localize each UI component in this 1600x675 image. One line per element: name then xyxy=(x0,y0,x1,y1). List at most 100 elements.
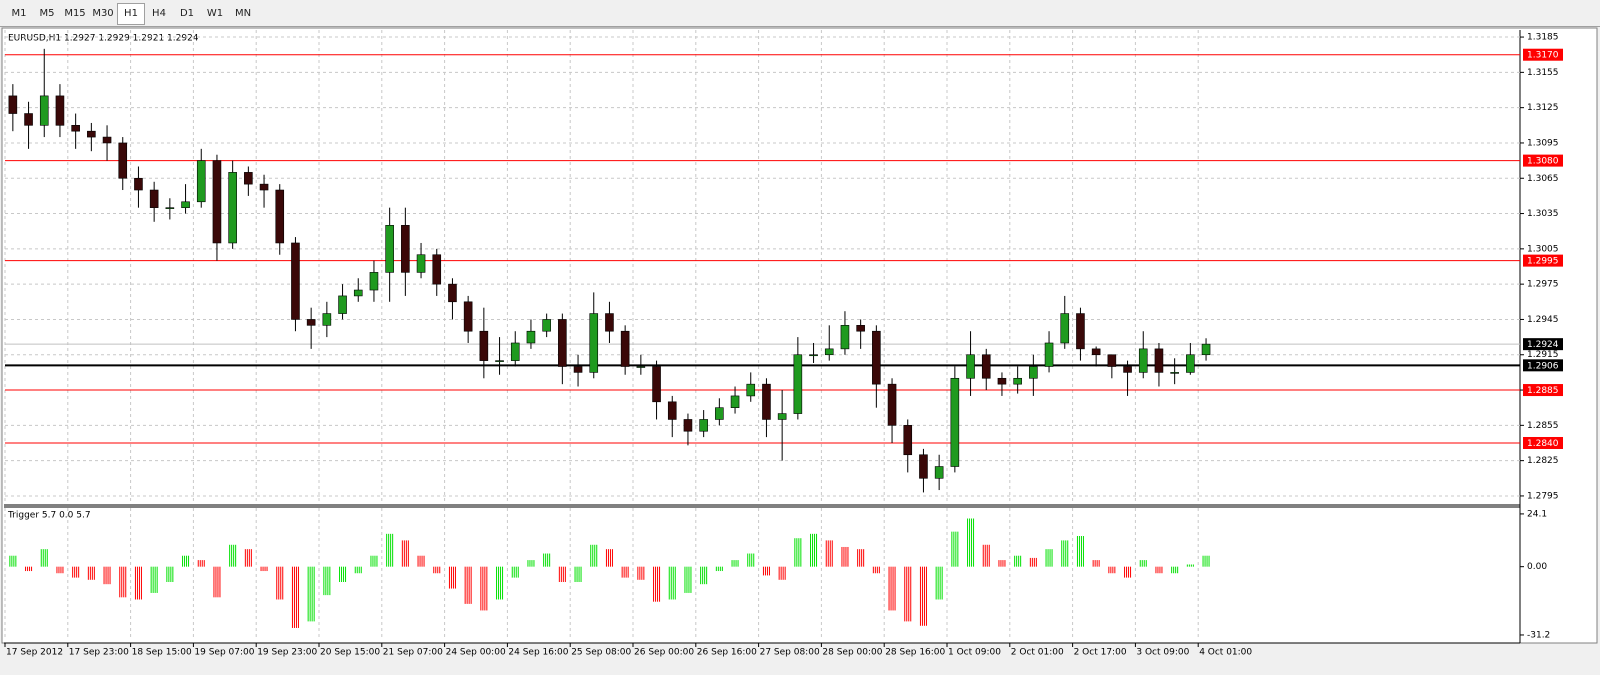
candle-body xyxy=(291,242,300,320)
candle-body xyxy=(589,313,599,373)
candle-body xyxy=(118,142,128,179)
candle-body xyxy=(71,125,80,132)
candle-body xyxy=(824,348,834,356)
candle-body xyxy=(495,360,504,362)
candle-body xyxy=(228,172,237,244)
candle-body xyxy=(950,377,960,467)
candle-body xyxy=(542,319,551,332)
price-level-label: 1.2906 xyxy=(1527,361,1559,371)
timeframe-tab[interactable]: M30 xyxy=(92,8,114,19)
price-level-label: 1.2924 xyxy=(1527,340,1559,350)
candle-body xyxy=(463,301,473,332)
x-tick-label: 19 Sep 07:00 xyxy=(194,648,254,658)
y-tick-label: 1.2795 xyxy=(1527,491,1559,501)
candle-body xyxy=(1044,342,1054,367)
candle-body xyxy=(275,189,285,244)
price-level-box xyxy=(1523,154,1563,167)
timeframe-tab[interactable]: D1 xyxy=(179,8,195,19)
candle-body xyxy=(981,354,991,379)
y-tick-label: 1.3155 xyxy=(1527,68,1559,78)
candle-body xyxy=(652,366,661,403)
candle-body xyxy=(746,383,756,397)
candle-body xyxy=(919,454,928,479)
candle-body xyxy=(715,407,724,420)
candle-body xyxy=(385,225,394,273)
x-tick-label: 2 Oct 17:00 xyxy=(1074,648,1127,658)
candle-body xyxy=(762,383,771,420)
candle-body xyxy=(1123,366,1132,373)
candle-body xyxy=(8,95,18,114)
y-tick-label: 1.3065 xyxy=(1527,174,1559,184)
candle-body xyxy=(1138,348,1148,373)
x-tick-label: 24 Sep 00:00 xyxy=(446,648,506,658)
candle-body xyxy=(165,207,175,209)
x-tick-label: 26 Sep 16:00 xyxy=(697,648,757,658)
candle-body xyxy=(683,419,693,432)
price-level-box xyxy=(1523,48,1563,61)
candle-body xyxy=(1076,313,1085,350)
candle-body xyxy=(149,189,159,208)
timeframe-tab[interactable]: M1 xyxy=(11,8,27,19)
timeframe-tab[interactable]: MN xyxy=(234,8,252,19)
x-tick-label: 25 Sep 08:00 xyxy=(571,648,631,658)
y-tick-label: 1.3095 xyxy=(1527,138,1559,148)
candle-body xyxy=(620,330,630,367)
timeframe-tab[interactable]: M15 xyxy=(64,8,86,19)
price-level-box xyxy=(1523,254,1563,267)
candle-body xyxy=(306,319,316,326)
candle-body xyxy=(196,160,206,203)
candle-body xyxy=(416,254,426,273)
timeframe-tab[interactable]: H4 xyxy=(152,8,166,19)
y-tick-label: 1.3005 xyxy=(1527,244,1559,254)
price-level-label: 1.2885 xyxy=(1527,386,1559,396)
x-tick-label: 28 Sep 00:00 xyxy=(822,648,882,658)
x-tick-label: 28 Sep 16:00 xyxy=(885,648,945,658)
y-tick-label: -31.2 xyxy=(1527,630,1550,640)
y-tick-label: 1.3185 xyxy=(1527,33,1559,43)
price-level-box xyxy=(1523,384,1563,397)
candle-body xyxy=(1013,377,1022,385)
candle-body xyxy=(730,395,740,408)
candle-body xyxy=(558,319,567,367)
candle-body xyxy=(87,130,96,138)
x-tick-label: 24 Sep 16:00 xyxy=(508,648,568,658)
timeframe-tab[interactable]: M5 xyxy=(39,8,55,19)
x-tick-label: 27 Sep 08:00 xyxy=(760,648,820,658)
timeframe-tab[interactable]: H1 xyxy=(117,3,145,25)
candle-body xyxy=(510,342,520,361)
price-level-label: 1.3080 xyxy=(1527,157,1559,167)
candle-body xyxy=(181,201,190,208)
candle-body xyxy=(134,177,143,191)
x-tick-label: 20 Sep 15:00 xyxy=(320,648,380,658)
candle-body xyxy=(809,354,818,357)
timeframe-tab[interactable]: W1 xyxy=(206,8,224,19)
candle-body xyxy=(1091,348,1101,356)
candle-body xyxy=(1186,354,1195,373)
candle-body xyxy=(353,289,363,297)
price-level-box xyxy=(1523,338,1563,351)
candle-body xyxy=(55,95,65,126)
price-level-label: 1.2840 xyxy=(1527,439,1559,449)
candle-body xyxy=(1154,348,1164,373)
candle-body xyxy=(1029,366,1038,379)
candle-body xyxy=(479,330,489,361)
candle-body xyxy=(1107,354,1117,367)
y-tick-label: 1.2975 xyxy=(1527,280,1559,290)
candle-body xyxy=(1201,343,1211,356)
candle-body xyxy=(338,295,347,314)
x-tick-label: 17 Sep 2012 xyxy=(6,648,63,658)
candle-body xyxy=(699,419,708,432)
candle-body xyxy=(448,283,457,303)
chart-frame xyxy=(1,27,1598,644)
candle-body xyxy=(636,366,646,368)
candle-body xyxy=(605,313,614,332)
x-tick-label: 17 Sep 23:00 xyxy=(69,648,129,658)
candle-body xyxy=(432,254,442,285)
candle-body xyxy=(903,425,913,456)
x-tick-label: 1 Oct 09:00 xyxy=(948,648,1001,658)
candle-body xyxy=(997,377,1007,385)
candle-body xyxy=(667,401,677,420)
candle-body xyxy=(322,313,332,326)
